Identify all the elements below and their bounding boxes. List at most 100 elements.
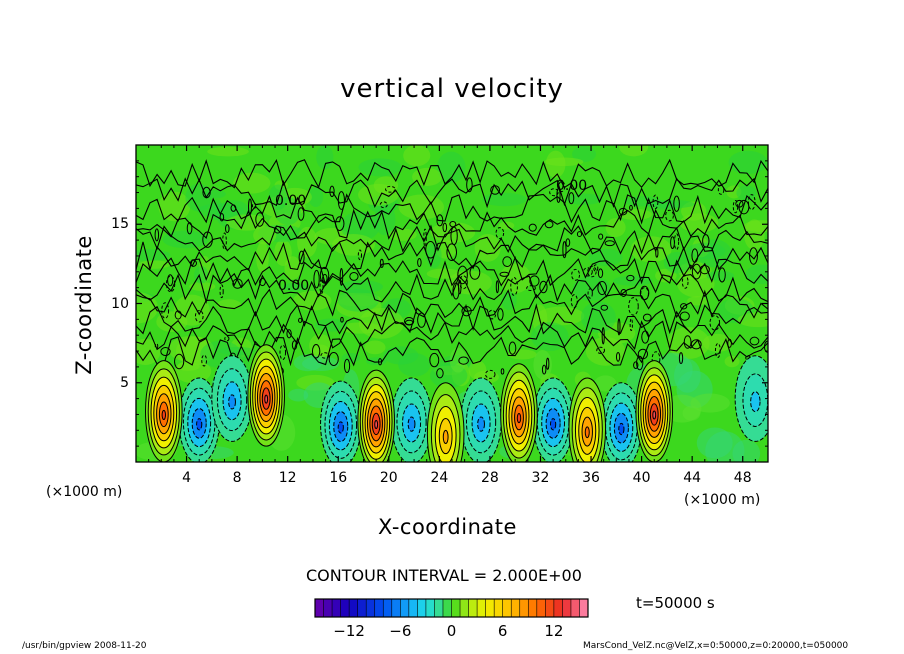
downdraft-contour <box>550 418 557 431</box>
field-patch <box>696 427 733 459</box>
y-tick-label: 15 <box>111 216 129 233</box>
contour-blob <box>160 347 171 357</box>
contour-blob <box>154 228 160 242</box>
contour-label: 0.00 <box>275 193 306 209</box>
contour-blob <box>335 216 345 231</box>
contour-blob <box>436 368 444 379</box>
x-tick-label: 4 <box>182 470 192 486</box>
contour-blob <box>248 198 252 215</box>
downdraft-contour <box>337 421 344 434</box>
contour-blob <box>403 316 415 326</box>
field-patch <box>667 327 710 359</box>
contour-blob <box>320 352 330 359</box>
contour-blob <box>349 271 359 281</box>
field-patch <box>745 264 768 284</box>
field-patch <box>624 196 662 207</box>
contour-blob <box>641 330 650 344</box>
field-patch <box>594 375 617 392</box>
contour-blob <box>219 284 224 299</box>
contour-blob <box>500 368 505 375</box>
colorbar-bin <box>545 599 555 617</box>
contour-blob <box>273 225 282 234</box>
contour-blob <box>319 266 330 284</box>
chart-title: vertical velocity <box>340 74 564 104</box>
footer-command: /usr/bin/gpview 2008-11-20 <box>22 641 147 651</box>
contour-blob <box>343 358 351 374</box>
contour-blob <box>598 233 604 240</box>
colorbar-bin <box>349 599 359 617</box>
field-patch <box>565 193 603 205</box>
field-patch <box>256 241 269 273</box>
field-patch <box>702 333 734 352</box>
contour-blob <box>541 364 547 375</box>
field-patch <box>728 150 768 175</box>
contour-blob <box>417 312 426 328</box>
contour-blob <box>259 277 266 287</box>
field-patch <box>690 393 730 413</box>
contour-blob <box>587 288 593 299</box>
contour-blob <box>379 201 388 209</box>
contour-blob <box>297 207 305 221</box>
contour-blob <box>251 202 257 209</box>
field-patch <box>605 218 626 237</box>
field-patch <box>403 145 431 167</box>
contour-blob <box>636 355 644 371</box>
colorbar-tick-label: −12 <box>333 622 365 640</box>
contour-blob <box>691 263 702 280</box>
contour-blob <box>291 340 298 350</box>
contour-blob <box>546 357 550 370</box>
colorbar-bin <box>494 599 504 617</box>
colorbar-bin <box>366 599 376 617</box>
colorbar-bin <box>442 599 452 617</box>
contour-blob <box>219 213 225 222</box>
contour-blob <box>526 285 536 292</box>
contour-blob <box>699 264 710 275</box>
contour-blob <box>339 267 344 286</box>
footer-source: MarsCond_VelZ.nc@VelZ,x=0:50000,z=0:2000… <box>583 641 849 651</box>
contour-blob <box>279 344 287 361</box>
contour-blob <box>469 265 481 280</box>
axis-tick-marks <box>136 145 768 462</box>
x-tick-label: 12 <box>278 470 297 486</box>
field-patch <box>687 296 708 306</box>
colorbar <box>314 598 589 618</box>
contour-blob <box>161 302 170 319</box>
contour-blob <box>749 336 760 346</box>
field-patch <box>358 158 402 177</box>
contour-blob <box>568 192 575 205</box>
colorbar-bin <box>477 599 487 617</box>
downdraft-contour <box>618 422 625 436</box>
field-patch <box>572 146 597 163</box>
contour-line <box>136 303 768 335</box>
contour-blob <box>593 264 599 272</box>
contour-blob <box>378 358 383 366</box>
contour-blob <box>652 194 659 210</box>
colorbar-frame <box>314 598 589 618</box>
contour-line <box>136 288 768 319</box>
updraft-contour <box>264 394 269 404</box>
colorbar-bin <box>383 599 393 617</box>
contour-blob <box>319 278 324 295</box>
contour-blob <box>189 259 197 267</box>
contour-blob <box>459 275 468 290</box>
contour-blob <box>639 285 650 301</box>
field-patch <box>288 388 309 402</box>
field-patch <box>233 172 271 194</box>
contour-blob <box>495 227 505 240</box>
contour-blob <box>629 204 633 211</box>
updraft-contour <box>161 409 167 421</box>
contour-blob <box>202 186 211 199</box>
colorbar-bin <box>485 599 495 617</box>
contour-blob <box>604 240 615 247</box>
colorbar-bin <box>400 599 410 617</box>
field-patch <box>282 282 307 292</box>
contour-line <box>136 208 768 240</box>
contour-blob <box>681 275 689 289</box>
contour-blob <box>508 341 517 355</box>
contour-blob <box>544 220 554 229</box>
contour-blob <box>186 222 193 235</box>
colorbar-bin <box>553 599 563 617</box>
field-patch <box>533 349 552 380</box>
upper-contour-lines <box>136 158 768 381</box>
contour-blob <box>510 277 518 296</box>
